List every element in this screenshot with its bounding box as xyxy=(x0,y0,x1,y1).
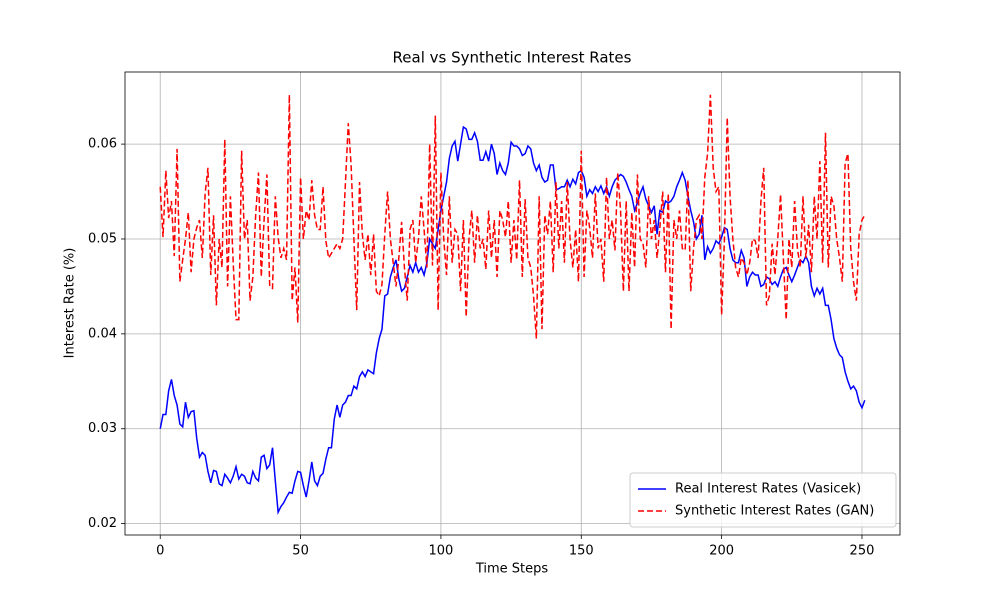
x-tick-label: 200 xyxy=(709,544,734,559)
legend-box xyxy=(629,472,897,528)
y-tick-label: 0.05 xyxy=(88,231,117,246)
legend-label: Synthetic Interest Rates (GAN) xyxy=(675,504,874,519)
x-tick-label: 250 xyxy=(850,544,875,559)
plot-frame xyxy=(124,71,901,536)
x-tick-label: 0 xyxy=(156,544,164,559)
x-axis-label: Time Steps xyxy=(475,562,549,577)
series-line xyxy=(159,125,866,515)
x-tick-label: 50 xyxy=(292,544,309,559)
y-tick-label: 0.04 xyxy=(88,326,117,341)
legend-label: Real Interest Rates (Vasicek) xyxy=(675,482,861,497)
chart-title: Real vs Synthetic Interest Rates xyxy=(393,49,632,67)
x-tick-label: 100 xyxy=(429,544,454,559)
y-tick-label: 0.02 xyxy=(88,516,117,531)
legend: Real Interest Rates (Vasicek) Synthetic I… xyxy=(629,472,897,528)
series-line xyxy=(159,94,866,339)
y-tick-label: 0.03 xyxy=(88,421,117,436)
x-tick-label: 150 xyxy=(569,544,594,559)
y-axis-label: Interest Rate (%) xyxy=(63,248,78,359)
y-tick-label: 0.06 xyxy=(88,137,117,152)
